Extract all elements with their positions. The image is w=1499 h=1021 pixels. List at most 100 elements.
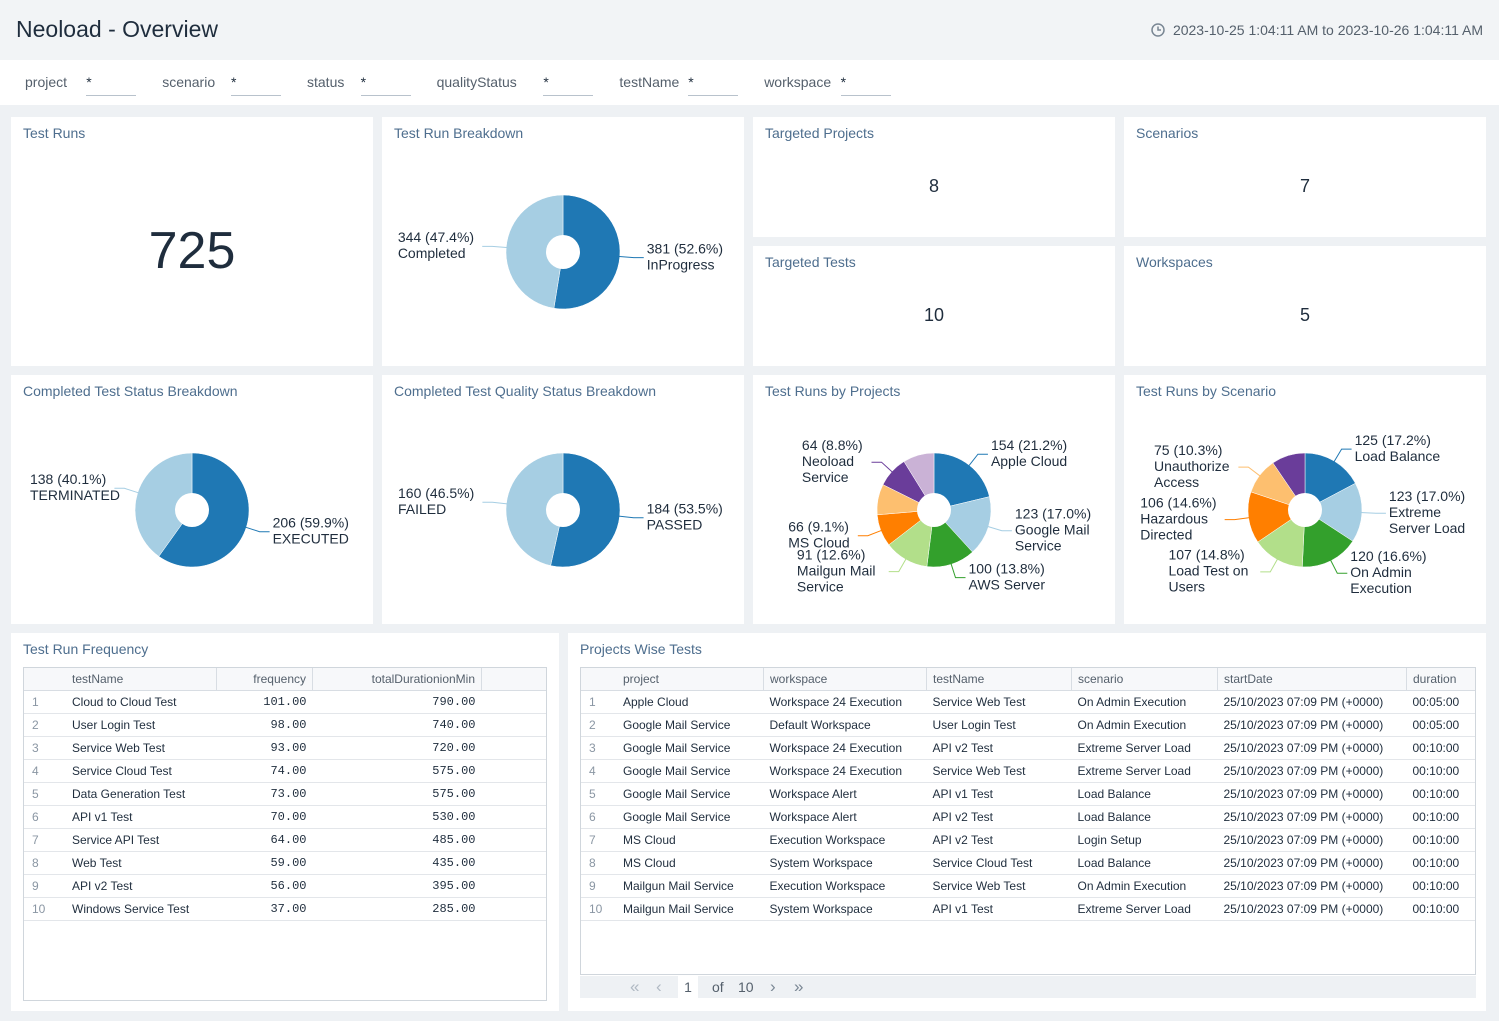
table-cell: 530.00 <box>312 805 482 829</box>
leader-line <box>1260 557 1279 573</box>
page-title: Neoload - Overview <box>16 16 218 42</box>
table-cell: 93.00 <box>216 736 313 760</box>
header-cell[interactable]: duration <box>1406 668 1475 691</box>
pie-label-line: InProgress <box>647 256 715 272</box>
panel: Workspaces 5 <box>1124 246 1486 366</box>
table-cell: 00:05:00 <box>1406 713 1475 737</box>
table-cell: 73.00 <box>216 782 313 806</box>
page-number[interactable]: 1 <box>678 976 698 998</box>
table-cell: MS Cloud <box>617 851 764 875</box>
header-cell[interactable]: project <box>617 668 764 691</box>
table-cell: 00:10:00 <box>1406 897 1475 921</box>
pie-label-line: Service <box>1015 537 1062 553</box>
table-cell: Google Mail Service <box>617 805 764 829</box>
filter-input[interactable]: * <box>231 74 281 96</box>
table-cell: 25/10/2023 07:09 PM (+0000) <box>1217 874 1407 898</box>
table-cell: Web Test <box>66 851 217 875</box>
table-row: 4 Google Mail Service Workspace 24 Executi… <box>581 759 1475 783</box>
table-cell: 4 <box>581 759 617 783</box>
pie-label-line: Users <box>1168 579 1205 595</box>
time-range[interactable]: 2023-10-25 1:04:11 AM to 2023-10-26 1:04… <box>1172 22 1483 38</box>
table-cell: Load Balance <box>1071 805 1218 829</box>
header-cell[interactable]: totalDurationionMin <box>312 668 482 691</box>
header-cell[interactable]: workspace <box>763 668 927 691</box>
table-cell: 25/10/2023 07:09 PM (+0000) <box>1217 828 1407 852</box>
pie-label: 154 (21.2%) Apple Cloud <box>991 437 1067 469</box>
page-total: 10 <box>738 979 754 995</box>
table-cell: On Admin Execution <box>1071 874 1218 898</box>
pie-value-label: 120 (16.6%) <box>1350 548 1426 564</box>
table-cell: 98.00 <box>216 713 313 737</box>
pie-value-label: 123 (17.0%) <box>1389 488 1465 504</box>
pie-label-line: Service <box>797 578 844 594</box>
table-cell: 6 <box>24 805 66 829</box>
leader-line <box>1332 448 1352 464</box>
table-cell: 101.00 <box>216 690 313 714</box>
header-cell[interactable]: testName <box>926 668 1072 691</box>
stat-value: 725 <box>148 221 236 280</box>
table-frame: project workspace testName scenario startDat… <box>580 667 1476 975</box>
panel: Test Runs by Scenario 125 (17.2%) Load Bal… <box>1124 375 1486 624</box>
pie-label: 381 (52.6%) InProgress <box>647 240 723 272</box>
table-cell <box>481 736 546 760</box>
panel: Targeted Projects 8 <box>753 117 1115 237</box>
filter-input[interactable]: * <box>86 74 137 96</box>
header-cell[interactable]: testName <box>66 668 217 691</box>
table-cell: Google Mail Service <box>617 759 764 783</box>
panel: Completed Test Status Breakdown 206 (59.9… <box>11 375 373 624</box>
header-row: project workspace testName scenario startDat… <box>581 668 1475 691</box>
page-nav-button[interactable]: › <box>770 977 776 996</box>
filter-input[interactable]: * <box>360 74 411 96</box>
table-cell: 37.00 <box>216 897 313 921</box>
table-cell: 00:10:00 <box>1406 736 1475 760</box>
table-cell: Workspace 24 Execution <box>763 759 927 783</box>
filter-input[interactable]: * <box>840 74 891 96</box>
pie-label-line: Unauthorize <box>1154 458 1230 474</box>
header-cell[interactable]: frequency <box>216 668 313 691</box>
table-row: 7 Service API Test 64.00 485.00 <box>24 828 546 852</box>
header-cell[interactable]: avgDuration <box>481 668 546 691</box>
page-nav-button[interactable]: » <box>794 977 804 996</box>
pie-hole <box>917 493 951 527</box>
pie-label-line: Neoload <box>802 453 854 469</box>
pie-chart: 381 (52.6%) InProgress 344 (47.4%) Complete… <box>398 194 723 310</box>
table-frame: testNamefrequencytotalDurationionMinavgD… <box>23 667 547 1001</box>
pie-hole <box>1288 493 1322 527</box>
filter-label: testName <box>619 74 680 90</box>
leader-line <box>482 501 509 505</box>
pie-label-line: Load Test on <box>1168 563 1248 579</box>
leader-line <box>871 461 894 474</box>
filter-input[interactable]: * <box>543 74 594 96</box>
pie-label-line: PASSED <box>647 516 703 532</box>
pie-label: 344 (47.4%) Completed <box>398 229 474 261</box>
pie-label: 138 (40.1%) TERMINATED <box>30 471 120 503</box>
page-nav-button[interactable]: ‹ <box>656 977 662 996</box>
header-cell[interactable]: startDate <box>1217 668 1407 691</box>
leader-line <box>482 245 509 249</box>
pie-value-label: 107 (14.8%) <box>1168 547 1244 563</box>
table-cell: 5 <box>581 782 617 806</box>
page-nav-button[interactable]: « <box>630 977 640 996</box>
pie-value-label: 138 (40.1%) <box>30 471 106 487</box>
table-cell: 25/10/2023 07:09 PM (+0000) <box>1217 736 1407 760</box>
pie-label-line: Access <box>1154 474 1199 490</box>
leader-line <box>114 487 140 494</box>
panel-title: Targeted Projects <box>765 125 874 141</box>
pie-label-line: EXECUTED <box>273 530 349 546</box>
stat-value: 7 <box>1299 176 1310 197</box>
table-row: 6 Google Mail Service Workspace Alert API v… <box>581 805 1475 829</box>
pie-label: 184 (53.5%) PASSED <box>647 500 723 532</box>
filter-label: project <box>25 74 68 90</box>
header-cell <box>24 668 66 691</box>
filter-input[interactable]: * <box>688 74 739 96</box>
table-cell: 00:10:00 <box>1406 805 1475 829</box>
panel-title: Completed Test Status Breakdown <box>23 383 238 399</box>
filter-label: workspace <box>764 74 832 90</box>
header-cell[interactable]: scenario <box>1071 668 1218 691</box>
leader-line <box>617 515 644 519</box>
table-row: 10 Windows Service Test 37.00 285.00 <box>24 897 546 921</box>
table-cell: 00:10:00 <box>1406 759 1475 783</box>
table-cell: Workspace 24 Execution <box>763 736 927 760</box>
pie-value-label: 64 (8.8%) <box>802 437 863 453</box>
pie-label: 64 (8.8%) Neoload Service <box>802 437 863 485</box>
